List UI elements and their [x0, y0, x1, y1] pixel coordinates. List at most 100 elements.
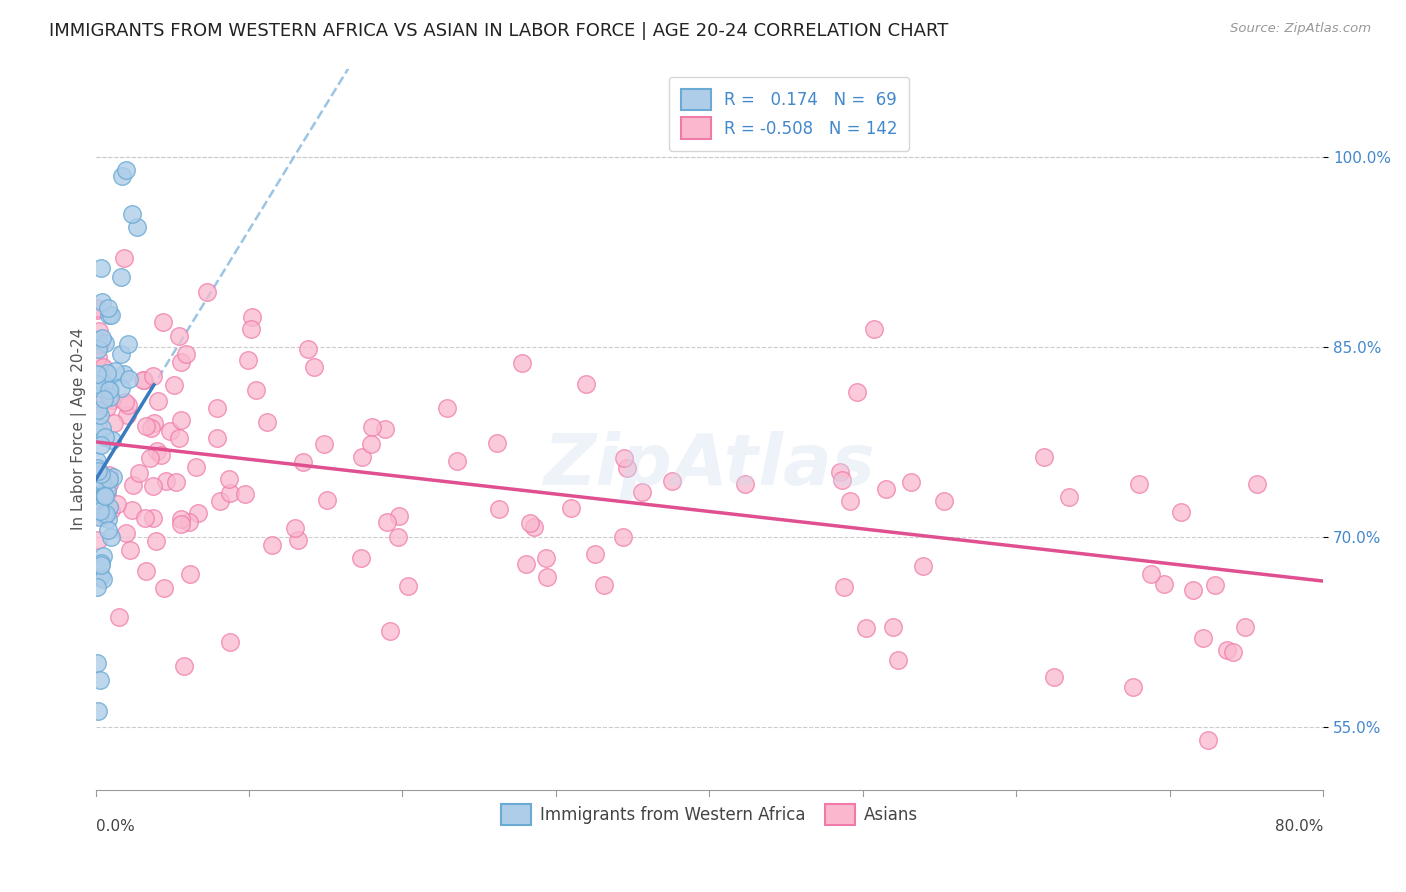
Point	[155, 475, 177, 489]
Point	[149, 448, 172, 462]
Point	[446, 453, 468, 467]
Point	[661, 474, 683, 488]
Point	[315, 493, 337, 508]
Point	[235, 486, 257, 500]
Point	[195, 285, 218, 299]
Point	[91, 572, 114, 586]
Point	[107, 609, 129, 624]
Point	[387, 530, 409, 544]
Point	[291, 455, 314, 469]
Point	[94, 335, 117, 350]
Point	[101, 470, 124, 484]
Point	[90, 372, 112, 386]
Point	[90, 467, 112, 481]
Point	[142, 479, 165, 493]
Point	[284, 521, 307, 535]
Point	[177, 515, 200, 529]
Point	[94, 489, 117, 503]
Point	[117, 398, 139, 412]
Point	[142, 368, 165, 383]
Point	[1182, 583, 1205, 598]
Point	[118, 372, 141, 386]
Point	[86, 367, 108, 381]
Point	[105, 497, 128, 511]
Point	[734, 476, 756, 491]
Point	[170, 413, 193, 427]
Point	[932, 494, 955, 508]
Point	[536, 569, 558, 583]
Point	[583, 547, 606, 561]
Point	[121, 206, 143, 220]
Point	[90, 260, 112, 275]
Point	[125, 220, 148, 235]
Point	[87, 350, 110, 364]
Point	[114, 394, 136, 409]
Point	[170, 355, 193, 369]
Point	[375, 515, 398, 529]
Point	[163, 378, 186, 392]
Point	[302, 359, 325, 374]
Point	[87, 569, 110, 583]
Point	[101, 433, 124, 447]
Point	[96, 486, 118, 500]
Point	[96, 366, 118, 380]
Point	[131, 373, 153, 387]
Point	[86, 533, 108, 547]
Point	[167, 328, 190, 343]
Point	[111, 169, 134, 183]
Point	[187, 506, 209, 520]
Point	[93, 377, 115, 392]
Point	[98, 308, 121, 322]
Point	[875, 482, 897, 496]
Point	[260, 538, 283, 552]
Point	[110, 346, 132, 360]
Text: IMMIGRANTS FROM WESTERN AFRICA VS ASIAN IN LABOR FORCE | AGE 20-24 CORRELATION C: IMMIGRANTS FROM WESTERN AFRICA VS ASIAN …	[49, 22, 949, 40]
Point	[297, 342, 319, 356]
Text: Source: ZipAtlas.com: Source: ZipAtlas.com	[1230, 22, 1371, 36]
Point	[630, 485, 652, 500]
Point	[97, 523, 120, 537]
Point	[350, 450, 373, 464]
Point	[93, 362, 115, 376]
Point	[436, 401, 458, 415]
Point	[90, 556, 112, 570]
Point	[523, 520, 546, 534]
Point	[828, 466, 851, 480]
Point	[612, 530, 634, 544]
Point	[91, 294, 114, 309]
Point	[87, 396, 110, 410]
Point	[380, 624, 402, 638]
Point	[93, 489, 115, 503]
Point	[100, 392, 122, 407]
Point	[98, 467, 121, 482]
Point	[245, 383, 267, 397]
Point	[179, 566, 201, 581]
Point	[613, 450, 636, 465]
Point	[165, 475, 187, 489]
Point	[93, 430, 115, 444]
Point	[86, 302, 108, 317]
Point	[575, 376, 598, 391]
Point	[112, 368, 135, 382]
Point	[87, 509, 110, 524]
Point	[152, 315, 174, 329]
Point	[855, 621, 877, 635]
Point	[86, 377, 108, 392]
Point	[1140, 567, 1163, 582]
Point	[134, 510, 156, 524]
Point	[519, 516, 541, 530]
Point	[103, 416, 125, 430]
Point	[110, 381, 132, 395]
Point	[592, 578, 614, 592]
Point	[91, 488, 114, 502]
Point	[135, 419, 157, 434]
Text: ZipAtlas: ZipAtlas	[544, 431, 876, 500]
Point	[86, 453, 108, 467]
Point	[361, 420, 384, 434]
Point	[911, 559, 934, 574]
Point	[87, 464, 110, 478]
Point	[89, 381, 111, 395]
Point	[488, 502, 510, 516]
Point	[96, 483, 118, 498]
Point	[174, 347, 197, 361]
